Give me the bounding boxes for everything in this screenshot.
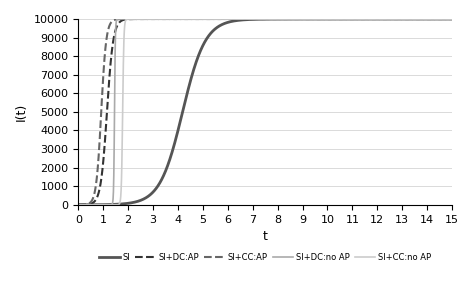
SI	[257, 17, 263, 21]
SI+DC:no AP	[75, 203, 81, 207]
SI+DC:AP	[257, 17, 263, 21]
SI+DC:AP	[449, 17, 455, 21]
SI+CC:AP	[190, 17, 196, 21]
SI+CC:AP	[438, 17, 444, 21]
SI+CC:no AP	[449, 17, 455, 21]
SI+DC:no AP	[370, 17, 375, 21]
SI+CC:no AP	[438, 17, 444, 21]
SI+CC:no AP	[75, 203, 81, 207]
SI	[94, 203, 100, 207]
Line: SI+CC:no AP: SI+CC:no AP	[78, 19, 452, 205]
Legend: SI, SI+DC:AP, SI+CC:AP, SI+DC:no AP, SI+CC:no AP: SI, SI+DC:AP, SI+CC:AP, SI+DC:no AP, SI+…	[96, 250, 435, 266]
SI+DC:no AP	[127, 17, 133, 21]
SI+CC:no AP	[94, 203, 100, 207]
Line: SI+CC:AP: SI+CC:AP	[78, 19, 452, 205]
SI	[438, 17, 444, 21]
SI+DC:no AP	[438, 17, 444, 21]
SI+DC:no AP	[247, 17, 253, 21]
SI+CC:no AP	[143, 17, 148, 21]
SI	[247, 17, 253, 21]
SI+DC:AP	[75, 203, 81, 207]
SI	[449, 17, 455, 21]
SI	[438, 17, 444, 21]
SI+DC:AP	[94, 195, 100, 199]
SI+CC:AP	[370, 17, 375, 21]
SI+DC:AP	[219, 17, 224, 21]
SI+DC:AP	[370, 17, 375, 21]
SI+CC:no AP	[257, 17, 263, 21]
SI+CC:AP	[449, 17, 455, 21]
Line: SI+DC:AP: SI+DC:AP	[78, 19, 452, 205]
SI+CC:no AP	[438, 17, 444, 21]
SI+CC:AP	[438, 17, 444, 21]
SI+CC:AP	[247, 17, 253, 21]
SI+DC:no AP	[257, 17, 263, 21]
Line: SI+DC:no AP: SI+DC:no AP	[78, 19, 452, 205]
SI+DC:no AP	[449, 17, 455, 21]
SI+DC:no AP	[94, 203, 100, 207]
SI+CC:AP	[94, 171, 100, 174]
SI+CC:AP	[75, 203, 81, 207]
SI	[370, 17, 375, 21]
SI	[75, 203, 81, 207]
SI+DC:no AP	[438, 17, 444, 21]
SI+DC:AP	[438, 17, 444, 21]
SI+CC:no AP	[247, 17, 253, 21]
SI+DC:AP	[438, 17, 444, 21]
Line: SI: SI	[78, 19, 452, 205]
SI+CC:AP	[257, 17, 263, 21]
Y-axis label: I(t): I(t)	[15, 103, 28, 121]
SI+DC:AP	[247, 17, 253, 21]
X-axis label: t: t	[263, 230, 268, 243]
SI+CC:no AP	[370, 17, 375, 21]
